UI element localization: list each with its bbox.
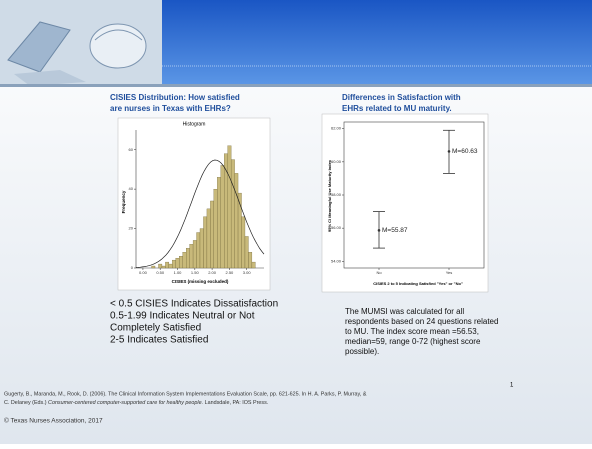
page: CISIES Distribution: How satisfied are n… <box>0 0 592 449</box>
citation: C. Delaney (Eds.) Consumer-centered comp… <box>4 400 268 406</box>
x-tick-label: 3.00 <box>243 270 252 275</box>
histogram-bar <box>217 177 220 268</box>
x-tick-label: 1.50 <box>191 270 200 275</box>
x-tick-label: 0.00 <box>139 270 148 275</box>
header-band <box>160 0 592 86</box>
y-tick-label: 60 <box>129 147 134 152</box>
histogram-bar <box>152 266 155 268</box>
errorbar-frame <box>322 114 488 292</box>
histogram-bar <box>197 233 200 268</box>
histogram-bar <box>165 262 168 268</box>
left-text: 0.5-1.99 Indicates Neutral or Not <box>110 311 255 322</box>
right-text: to MU. The index score mean =56.53, <box>345 327 479 336</box>
y-tick-label: 40 <box>129 186 134 191</box>
citation-title: Consumer-centered computer-supported car… <box>48 400 203 406</box>
y-tick-label: 60.00 <box>331 159 342 164</box>
left-text: 2-5 Indicates Satisfied <box>110 335 208 346</box>
histogram-bar <box>179 256 182 268</box>
left-heading: are nurses in Texas with EHRs? <box>110 104 231 113</box>
right-heading: EHRs related to MU maturity. <box>342 104 452 113</box>
histogram-bar <box>176 258 179 268</box>
histogram-bar <box>183 252 186 268</box>
histogram-bar <box>252 262 255 268</box>
value-label: M=60.63 <box>452 148 478 155</box>
histogram-bar <box>207 209 210 268</box>
copyright: © Texas Nurses Association, 2017 <box>4 417 103 425</box>
histogram-bar <box>186 248 189 268</box>
histogram-bar <box>231 160 234 268</box>
citation-part: C. Delaney (Eds.) <box>4 400 48 406</box>
histogram-bar <box>214 189 217 268</box>
histogram-bar <box>235 173 238 268</box>
citation-part: Landsdale, PA: IOS Press. <box>203 400 268 406</box>
y-tick-label: 58.00 <box>331 192 342 197</box>
y-axis-label: Frequency <box>121 190 126 213</box>
left-text: Completely Satisfied <box>110 323 201 334</box>
x-tick-label: Yes <box>446 270 453 275</box>
histogram-bar <box>245 236 248 268</box>
x-tick-label: 2.00 <box>208 270 217 275</box>
left-heading: CISIES Distribution: How satisfied <box>110 93 240 102</box>
histogram-bar <box>169 264 172 268</box>
histogram-bar <box>248 252 251 268</box>
histogram-bar <box>200 229 203 268</box>
right-text: respondents based on 24 questions relate… <box>345 317 498 326</box>
y-tick-label: 56.00 <box>331 225 342 230</box>
right-text: The MUMSI was calculated for all <box>345 307 464 316</box>
slide: CISIES Distribution: How satisfied are n… <box>0 0 592 444</box>
right-text: possible). <box>345 347 379 356</box>
histogram-bar <box>203 217 206 268</box>
x-tick-label: 1.00 <box>174 270 183 275</box>
y-tick-label: 54.00 <box>331 258 342 263</box>
x-tick-label: 0.50 <box>156 270 165 275</box>
y-tick-label: 62.00 <box>331 126 342 131</box>
x-axis-label: CISIES 2 to 5 Indicating Satisfied "Yes"… <box>373 281 463 286</box>
citation: Gugerty, B., Maranda, M., Rook, D. (2006… <box>4 391 367 397</box>
histogram-bar <box>242 217 245 268</box>
histogram-bar <box>172 260 175 268</box>
histogram-bar <box>210 201 213 268</box>
mean-point <box>378 229 381 232</box>
histogram-bar <box>158 264 161 268</box>
value-label: M=55.87 <box>382 227 408 234</box>
histogram-bar <box>193 240 196 268</box>
right-text: median=59, range 0-72 (highest score <box>345 337 481 346</box>
x-tick-label: No <box>376 270 382 275</box>
histogram-title: Histogram <box>183 121 206 127</box>
histogram-bar <box>162 266 165 268</box>
left-text: < 0.5 CISIES Indicates Dissatisfaction <box>110 299 278 310</box>
mean-point <box>448 150 451 153</box>
right-heading: Differences in Satisfaction with <box>342 93 461 102</box>
x-axis-label: CISIES (missing excluded) <box>172 279 229 284</box>
histogram-bar <box>190 244 193 268</box>
x-tick-label: 2.50 <box>226 270 235 275</box>
y-tick-label: 20 <box>129 226 134 231</box>
histogram-bar <box>221 165 224 268</box>
histogram-bar <box>228 146 231 268</box>
